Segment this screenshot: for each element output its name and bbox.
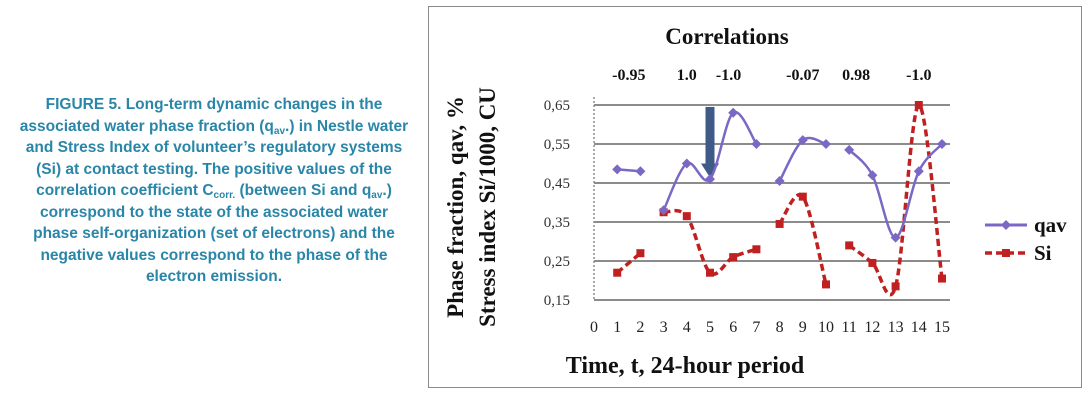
data-point-Si [914,101,923,109]
data-point-Si [822,280,830,289]
data-point-Si [729,253,738,262]
data-point-qav [867,170,878,181]
series-line-Si [848,103,944,297]
x-tick-label: 15 [934,319,950,336]
data-point-qav [774,176,785,187]
data-point-Si [891,282,900,291]
data-point-Si [845,241,854,250]
x-tick-label: 6 [729,319,737,336]
data-point-Si [636,249,645,258]
legend-label-qav: qav [1034,213,1067,237]
series-line-qav [848,143,943,239]
x-tick-label: 1 [613,319,621,336]
data-point-qav [844,144,855,155]
y-tick-label: 0,15 [544,293,570,309]
chart-frame: Correlations -0.95 1.0 -1.0 -0.07 0.98 -1.0 0… [428,6,1082,388]
caption-sub-1: av [273,125,286,137]
x-tick-label: 14 [911,319,927,336]
chart: Correlations -0.95 1.0 -1.0 -0.07 0.98 -1.0 0… [443,24,1067,379]
caption-text-1: Long-term dynamic changes in the associa… [19,96,383,135]
y-tick-label: 0,65 [544,98,570,114]
data-point-qav [913,166,924,177]
legend-label-Si: Si [1034,241,1052,265]
data-point-Si [752,245,761,254]
data-point-qav [937,139,947,149]
data-point-Si [775,219,784,228]
series-Si [613,101,946,297]
correlation-label: -0.95 [612,67,645,84]
x-tick-label: 3 [660,319,668,336]
x-tick-label: 9 [799,319,807,336]
legend-marker-qav [1001,220,1011,230]
y-tick-label: 0,25 [544,254,570,270]
series-qav [612,107,947,243]
chart-title: Correlations [665,24,789,49]
data-point-qav [728,107,739,118]
correlation-labels: -0.95 1.0 -1.0 -0.07 0.98 -1.0 [612,67,931,84]
correlation-label: 1.0 [677,67,697,84]
x-tick-label: 2 [636,319,644,336]
data-point-qav [751,139,762,149]
y-tick-label: 0,45 [544,176,570,192]
x-tick-labels: 0 1 2 3 4 5 6 7 8 9 10 11 12 13 14 15 [590,319,950,336]
correlation-label: -1.0 [716,67,741,84]
grid-lines [593,97,950,301]
x-tick-label: 12 [864,319,880,336]
data-point-qav [681,158,692,169]
data-point-qav [658,205,669,216]
data-point-qav [821,139,831,149]
x-tick-label: 0 [590,319,598,336]
caption-text-3: (between Si and q [235,182,372,199]
series-line-Si [778,192,828,285]
plot-area [612,101,947,297]
correlation-label: -0.07 [786,67,819,84]
caption-text-2: .) in Nestle water and Stress Index of v… [25,117,409,200]
caption-label: FIGURE 5. [45,96,122,113]
y-tick-label: 0,55 [544,137,570,153]
data-point-Si [868,258,877,267]
x-tick-label: 13 [888,319,904,336]
y-tick-label: 0,35 [544,215,570,231]
correlation-label: 0.98 [842,67,870,84]
data-point-qav [612,164,623,175]
y-tick-labels: 0,15 0,25 0,35 0,45 0,55 0,65 [544,98,570,309]
x-tick-label: 8 [776,319,784,336]
x-tick-label: 4 [683,319,691,336]
data-point-Si [613,268,622,277]
data-point-Si [798,192,807,201]
y-axis-label-line1: Phase fraction, qav, % [443,96,468,318]
data-point-qav [890,232,901,243]
series-line-Si [663,208,757,276]
data-point-qav [635,166,646,177]
caption-sub-3: av [371,190,383,201]
x-tick-label: 11 [841,319,856,336]
caption-sub-2: corr. [213,190,236,201]
x-tick-label: 10 [818,319,834,336]
legend: qav Si [985,213,1067,265]
data-point-Si [706,268,714,277]
caption-text-4: .) correspond to the state of the associ… [33,182,395,285]
data-point-Si [682,212,691,221]
data-point-Si [938,274,946,283]
y-axis-label-line2: Stress index Si/1000, CU [475,87,500,327]
arrow-shaft [705,106,715,164]
data-point-qav [797,135,808,146]
x-tick-label: 7 [752,319,760,336]
correlation-label: -1.0 [906,67,931,84]
figure-caption: FIGURE 5. Long-term dynamic changes in t… [18,94,410,288]
x-tick-label: 5 [706,319,714,336]
legend-marker-Si [1002,249,1010,257]
data-point-qav [705,174,715,185]
x-axis-label: Time, t, 24-hour period [566,353,805,379]
